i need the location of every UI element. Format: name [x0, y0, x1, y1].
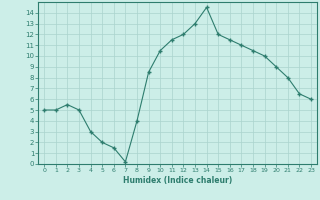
X-axis label: Humidex (Indice chaleur): Humidex (Indice chaleur)	[123, 176, 232, 185]
